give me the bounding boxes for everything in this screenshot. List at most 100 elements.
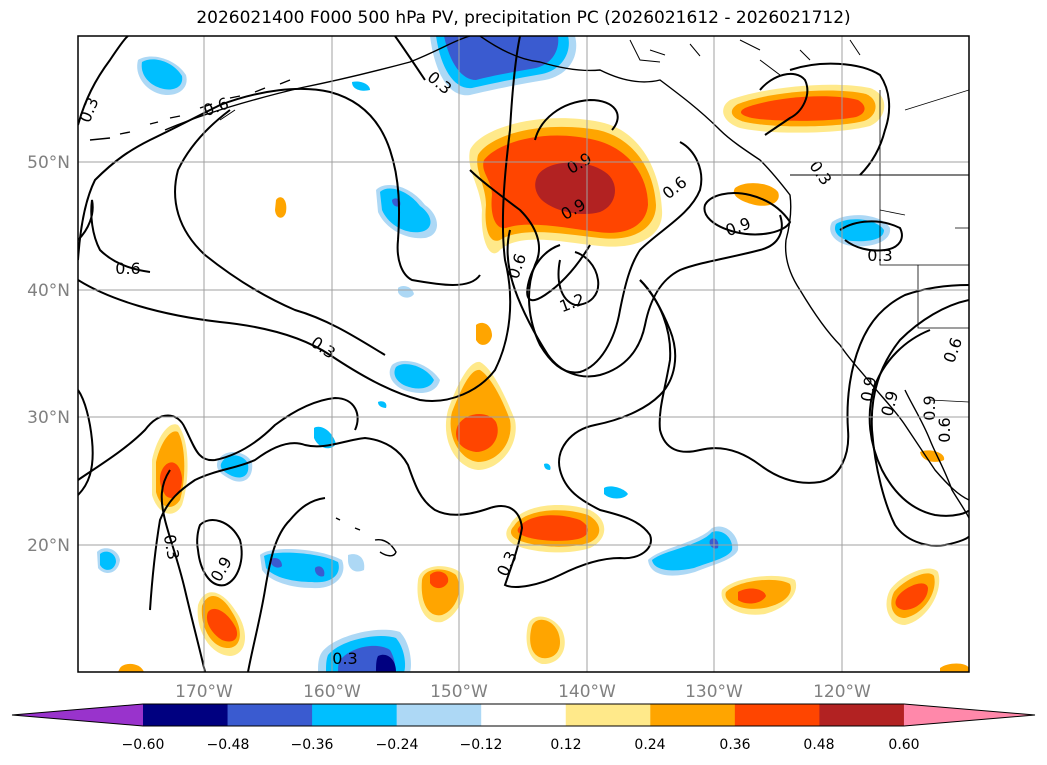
precip-positive-area — [159, 462, 182, 498]
contour-label: 0.3 — [75, 95, 102, 126]
lon-label: 140°W — [558, 682, 616, 702]
colorbar-tick-label: −0.36 — [291, 737, 334, 753]
contour-label: 0.9 — [920, 395, 939, 420]
precip-negative-area — [444, 36, 559, 80]
precip-negative-area — [394, 364, 434, 389]
precip-negative-area — [141, 59, 183, 90]
precip-positive-area — [740, 96, 865, 121]
pv-contour-layer — [78, 36, 969, 672]
precip-negative-area — [380, 188, 431, 233]
precip-positive-area — [535, 162, 616, 215]
colorbar-tick-label: −0.24 — [376, 737, 419, 753]
pv-contour-0.6 — [174, 109, 386, 356]
precip-negative-area — [398, 286, 414, 298]
colorbar-tick-label: 0.24 — [634, 737, 665, 753]
precip-negative-area — [544, 463, 551, 470]
colorbar-tick-label: −0.48 — [207, 737, 250, 753]
colorbar-tick-label: −0.60 — [122, 737, 165, 753]
pv-contour-1.2 — [557, 251, 600, 307]
precip-positive-area — [738, 588, 766, 604]
pv-contour-0.6 — [870, 299, 969, 547]
precip-positive-area — [206, 608, 238, 642]
contour-label: 0.3 — [160, 533, 183, 561]
colorbar-tick-label: 0.48 — [803, 737, 834, 753]
lat-label: 50°N — [27, 153, 70, 173]
baja-coastline — [904, 389, 969, 519]
colorbar-segment — [565, 704, 651, 726]
colorbar-tick-label: 0.36 — [719, 737, 750, 753]
pv-contour-0.3 — [160, 469, 206, 672]
colorbar-tick-label: 0.12 — [550, 737, 581, 753]
coastline-layer — [89, 36, 969, 557]
pv-contour-0.3 — [78, 36, 129, 126]
contour-label: 0.3 — [867, 246, 892, 265]
lon-label: 130°W — [685, 682, 743, 702]
precip-positive-area — [456, 414, 498, 452]
precip-negative-area — [376, 654, 396, 672]
colorbar-tick-label: −0.12 — [460, 737, 503, 753]
precip-negative-area — [314, 426, 336, 449]
alaska-coastline — [164, 36, 792, 241]
precip-positive-area — [517, 515, 589, 541]
pv-contour-0.9 — [703, 192, 792, 236]
precip-negative-area — [348, 554, 365, 572]
lon-label: 160°W — [303, 682, 361, 702]
pv-contour-0.3 — [149, 279, 677, 611]
precip-positive-area — [733, 183, 779, 206]
pv-contour-0.3 — [78, 389, 94, 496]
lat-label: 20°N — [27, 536, 70, 556]
precip-positive-area — [530, 619, 561, 659]
colorbar-segment — [143, 704, 229, 726]
pv-contour-0.6 — [639, 279, 969, 484]
lat-label: 40°N — [27, 281, 70, 301]
precip-negative-area — [100, 551, 116, 570]
pv-contour-0.9 — [534, 98, 619, 141]
pv-contour-0.3 — [394, 36, 426, 81]
pv-contour-0.3 — [78, 396, 359, 481]
contour-label: 0.3 — [493, 548, 521, 579]
aleutian-islands — [89, 79, 291, 141]
precip-negative-area — [378, 401, 387, 408]
map-title: 2026021400 F000 500 hPa PV, precipitatio… — [196, 8, 851, 28]
map-frame — [77, 35, 970, 673]
mexico-border — [929, 399, 969, 403]
contour-label: 0.6 — [201, 94, 231, 121]
precip-positive-area — [940, 663, 969, 672]
pv-contour-0.3 — [78, 36, 521, 402]
us-state-borders — [879, 175, 969, 329]
lon-label: 170°W — [175, 682, 233, 702]
precip-negative-area — [604, 486, 628, 499]
colorbar-segment — [819, 704, 905, 726]
contour-label: 0.3 — [332, 649, 357, 668]
precip-positive-area — [430, 571, 449, 589]
contour-label: 0.9 — [723, 214, 753, 241]
colorbar-segment — [312, 704, 398, 726]
contour-label: 0.6 — [115, 259, 140, 278]
contour-label: 0.9 — [857, 375, 880, 403]
colorbar-segment — [396, 704, 482, 726]
gridline-layer — [78, 36, 969, 672]
colorbar — [11, 703, 1036, 727]
pv-contour-0.9 — [469, 141, 703, 374]
pv-contour-0.6 — [759, 72, 809, 136]
precip-positive-area — [275, 197, 287, 218]
colorbar-segment — [734, 704, 820, 726]
pv-contour-0.9 — [526, 244, 591, 302]
colorbar-extend-right — [903, 704, 1035, 726]
precip-positive-area — [476, 322, 492, 345]
contour-label: 0.6 — [935, 417, 954, 442]
canada-provincial-borders — [879, 89, 969, 216]
pv-contour-0.6 — [78, 87, 481, 286]
colorbar-segment — [481, 704, 567, 726]
pv-contour-0.9 — [196, 519, 243, 587]
precip-positive-area — [118, 663, 144, 672]
lon-label: 150°W — [430, 682, 488, 702]
colorbar-outline — [11, 703, 1036, 727]
pv-contour-0.6 — [506, 214, 783, 378]
pv-contour-0.3 — [789, 62, 891, 176]
precip-positive-area — [895, 583, 928, 610]
pv-contour-0.3 — [839, 220, 903, 252]
precip-negative-area — [314, 566, 325, 577]
contour-label: 0.6 — [659, 172, 691, 203]
